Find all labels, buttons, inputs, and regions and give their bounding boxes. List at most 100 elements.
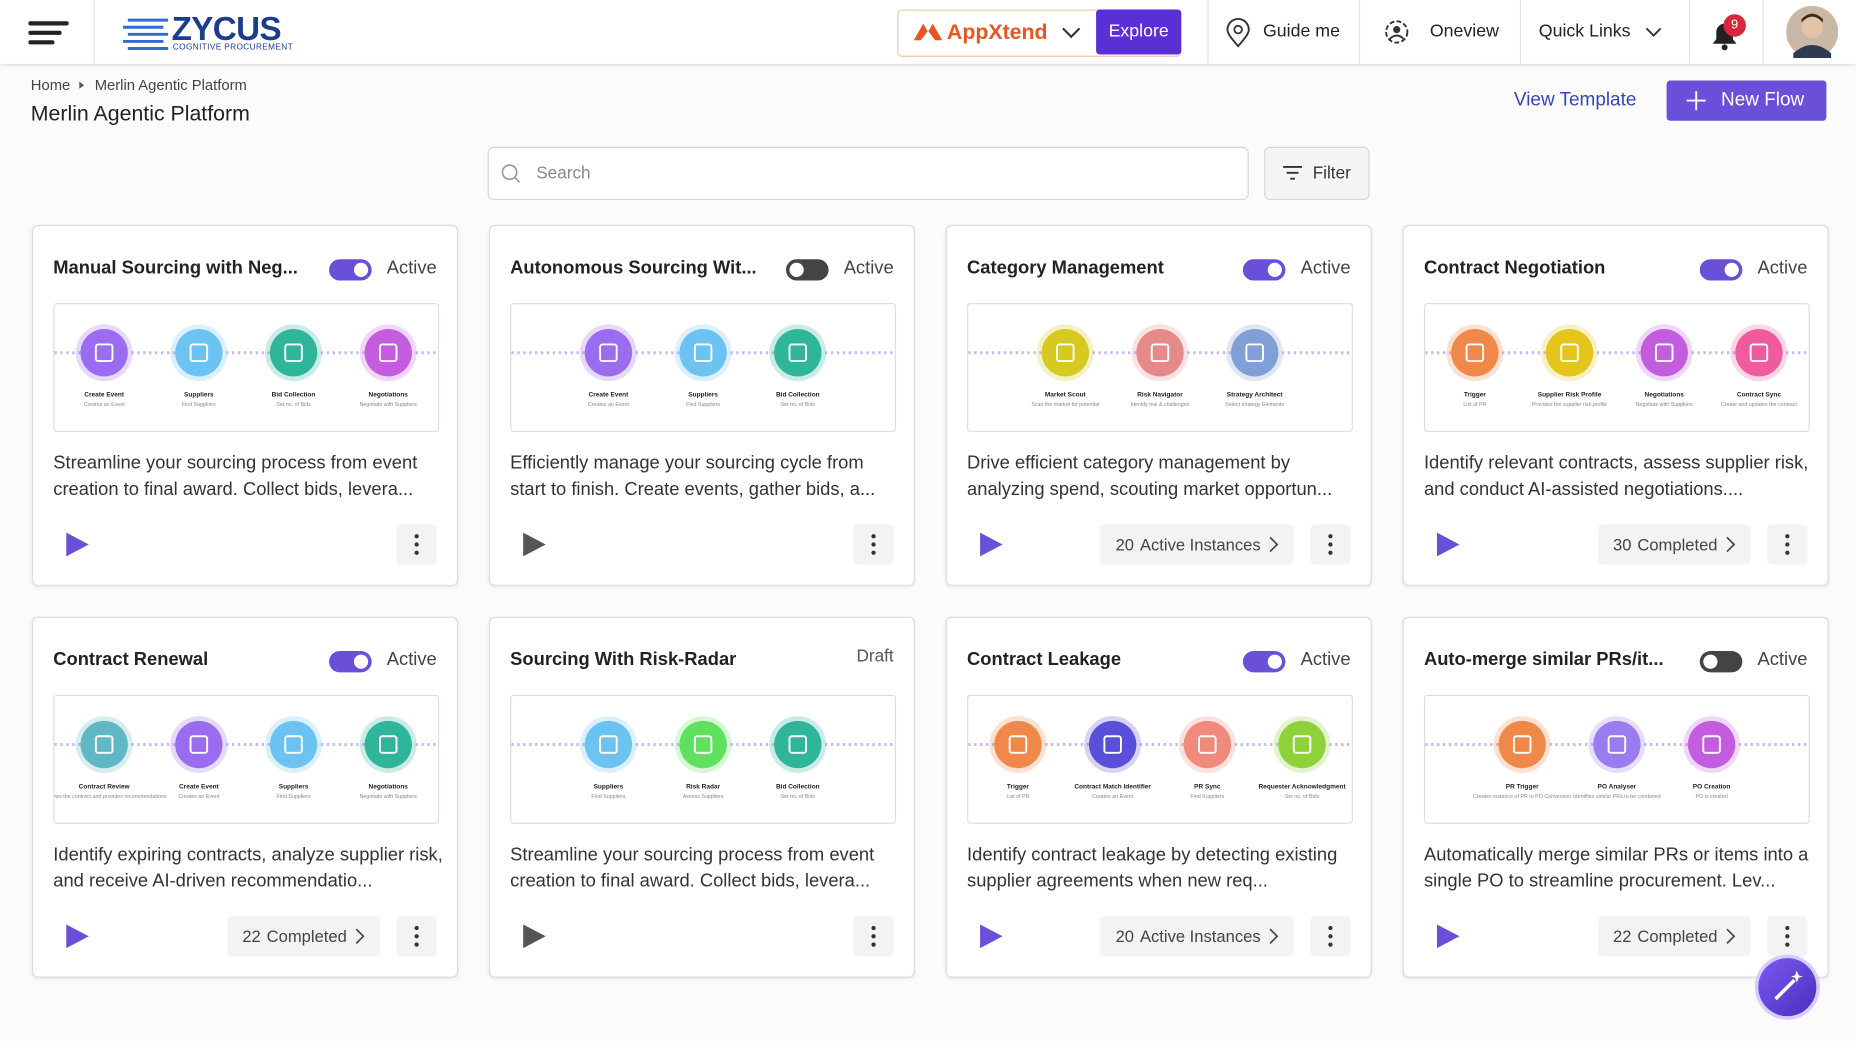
card-title[interactable]: Contract Negotiation <box>1423 258 1606 279</box>
new-flow-label[interactable]: New Flow <box>1721 89 1805 111</box>
flow-diagram: PR Trigger Creates instance of PR to PO C… <box>1425 716 1809 800</box>
node-icon <box>1465 343 1485 362</box>
flow-node[interactable] <box>1545 329 1594 377</box>
more-button[interactable] <box>853 916 894 957</box>
breadcrumb-home[interactable]: Home <box>30 76 71 94</box>
card-title[interactable]: Auto-merge similar PRs/it... <box>1423 649 1664 670</box>
menu-button[interactable] <box>28 18 71 46</box>
toggle-knob <box>1267 654 1282 669</box>
more-button[interactable] <box>396 524 437 565</box>
flow-node[interactable] <box>584 720 633 769</box>
filter-label[interactable]: Filter <box>1312 164 1351 184</box>
stats-label: Completed <box>1637 535 1718 554</box>
chevron[interactable] <box>1061 24 1082 41</box>
more-button[interactable] <box>1310 524 1351 565</box>
flow-node[interactable] <box>1640 329 1688 377</box>
node-label: Bid Collection <box>776 392 820 399</box>
flow-node[interactable] <box>1231 329 1279 377</box>
flow-card: Contract Negotiation Active Trigger List of… <box>1402 224 1829 586</box>
node-sublabel: Find Suppliers <box>182 402 216 408</box>
dot <box>871 925 876 931</box>
run-button[interactable] <box>1433 530 1461 558</box>
appxtend-label[interactable]: AppXtend <box>946 20 1048 44</box>
flow-node[interactable] <box>1498 720 1546 769</box>
run-button[interactable] <box>977 530 1005 558</box>
card-title[interactable]: Autonomous Sourcing Wit... <box>510 258 757 279</box>
flow-node[interactable] <box>774 329 822 377</box>
run-button[interactable] <box>63 530 91 558</box>
card-description: Streamline your sourcing process from ev… <box>53 453 418 500</box>
flow-node[interactable] <box>1183 720 1232 769</box>
card-title[interactable]: Category Management <box>967 258 1164 279</box>
filter-button[interactable]: Filter <box>1264 146 1370 201</box>
flow-node[interactable] <box>1687 720 1736 769</box>
flow-node[interactable] <box>364 720 412 769</box>
flow-node[interactable] <box>175 329 223 377</box>
flow-node[interactable] <box>1136 329 1184 377</box>
flow-node[interactable] <box>1451 329 1499 377</box>
status-toggle[interactable] <box>329 259 372 281</box>
card-title[interactable]: Manual Sourcing with Neg... <box>53 258 298 279</box>
flow-node[interactable] <box>80 329 128 377</box>
run-button[interactable] <box>520 530 548 558</box>
flow-node[interactable] <box>364 329 412 377</box>
stats-pill[interactable]: 30 Completed <box>1597 524 1751 565</box>
status-toggle[interactable] <box>1242 259 1286 281</box>
quick-links[interactable]: Quick Links <box>1538 21 1631 42</box>
stats-pill[interactable]: 22 Completed <box>1597 916 1751 957</box>
flow-node[interactable] <box>1088 720 1137 769</box>
stats-pill[interactable]: 20 Active Instances <box>1100 916 1294 957</box>
status-toggle[interactable] <box>1699 259 1743 281</box>
status-toggle[interactable] <box>329 651 372 673</box>
flow-node[interactable] <box>679 720 727 769</box>
run-button[interactable] <box>977 922 1005 950</box>
stats-pill[interactable]: 22 Completed <box>226 916 380 957</box>
flow-preview: PR Trigger Creates instance of PR to PO C… <box>1423 694 1810 824</box>
flow-node[interactable] <box>774 720 822 769</box>
more-button[interactable] <box>396 916 437 957</box>
run-button[interactable] <box>520 922 548 950</box>
flow-node[interactable] <box>679 329 727 377</box>
run-button[interactable] <box>63 922 91 950</box>
more-button[interactable] <box>1767 524 1808 565</box>
more-button[interactable] <box>853 524 894 565</box>
node-sublabel: Find Suppliers <box>1190 794 1224 800</box>
status-toggle[interactable] <box>1699 651 1743 673</box>
flow-node[interactable] <box>1278 720 1326 769</box>
chevron-path <box>1726 928 1736 944</box>
flow-node[interactable] <box>80 720 128 769</box>
toggle-knob <box>1703 654 1718 669</box>
more-button[interactable] <box>1310 916 1351 957</box>
flow-node[interactable] <box>175 720 223 769</box>
breadcrumb-separator <box>79 81 85 89</box>
oneview[interactable]: Oneview <box>1429 21 1499 42</box>
flow-node[interactable] <box>1735 329 1783 377</box>
flow-node[interactable] <box>1593 720 1641 769</box>
node-sublabel: Negotiate with Suppliers <box>360 402 418 408</box>
flow-node[interactable] <box>1041 329 1089 377</box>
status-toggle[interactable] <box>1242 651 1286 673</box>
guide-me[interactable]: Guide me <box>1262 21 1340 42</box>
chevron[interactable] <box>1644 24 1663 41</box>
card-title[interactable]: Contract Leakage <box>967 649 1122 670</box>
explore-button[interactable]: Explore <box>1096 9 1182 55</box>
more-button[interactable] <box>1767 916 1808 957</box>
card-title[interactable]: Sourcing With Risk-Radar <box>510 649 737 670</box>
status-toggle[interactable] <box>785 259 829 281</box>
card-title[interactable]: Contract Renewal <box>53 649 209 670</box>
flow-preview: Create Event Creates an Event Suppliers Fin… <box>53 303 440 433</box>
new-flow-button[interactable]: New Flow <box>1666 80 1827 121</box>
card-description: Identify relevant contracts, assess supp… <box>1423 453 1809 500</box>
flow-card: Manual Sourcing with Neg... Active Create … <box>31 224 459 586</box>
view-template-link[interactable]: View Template <box>1513 89 1637 111</box>
stats-pill[interactable]: 20 Active Instances <box>1100 524 1294 565</box>
search-box[interactable]: Search <box>487 146 1249 201</box>
run-button[interactable] <box>1433 922 1461 950</box>
flow-node[interactable] <box>269 720 318 769</box>
flow-node[interactable] <box>269 329 318 377</box>
flow-node[interactable] <box>584 329 633 377</box>
assistant-button[interactable] <box>1754 954 1820 1020</box>
flow-node[interactable] <box>994 720 1042 769</box>
avatar[interactable] <box>1786 5 1839 58</box>
card-description: Efficiently manage your sourcing cycle f… <box>510 453 876 500</box>
